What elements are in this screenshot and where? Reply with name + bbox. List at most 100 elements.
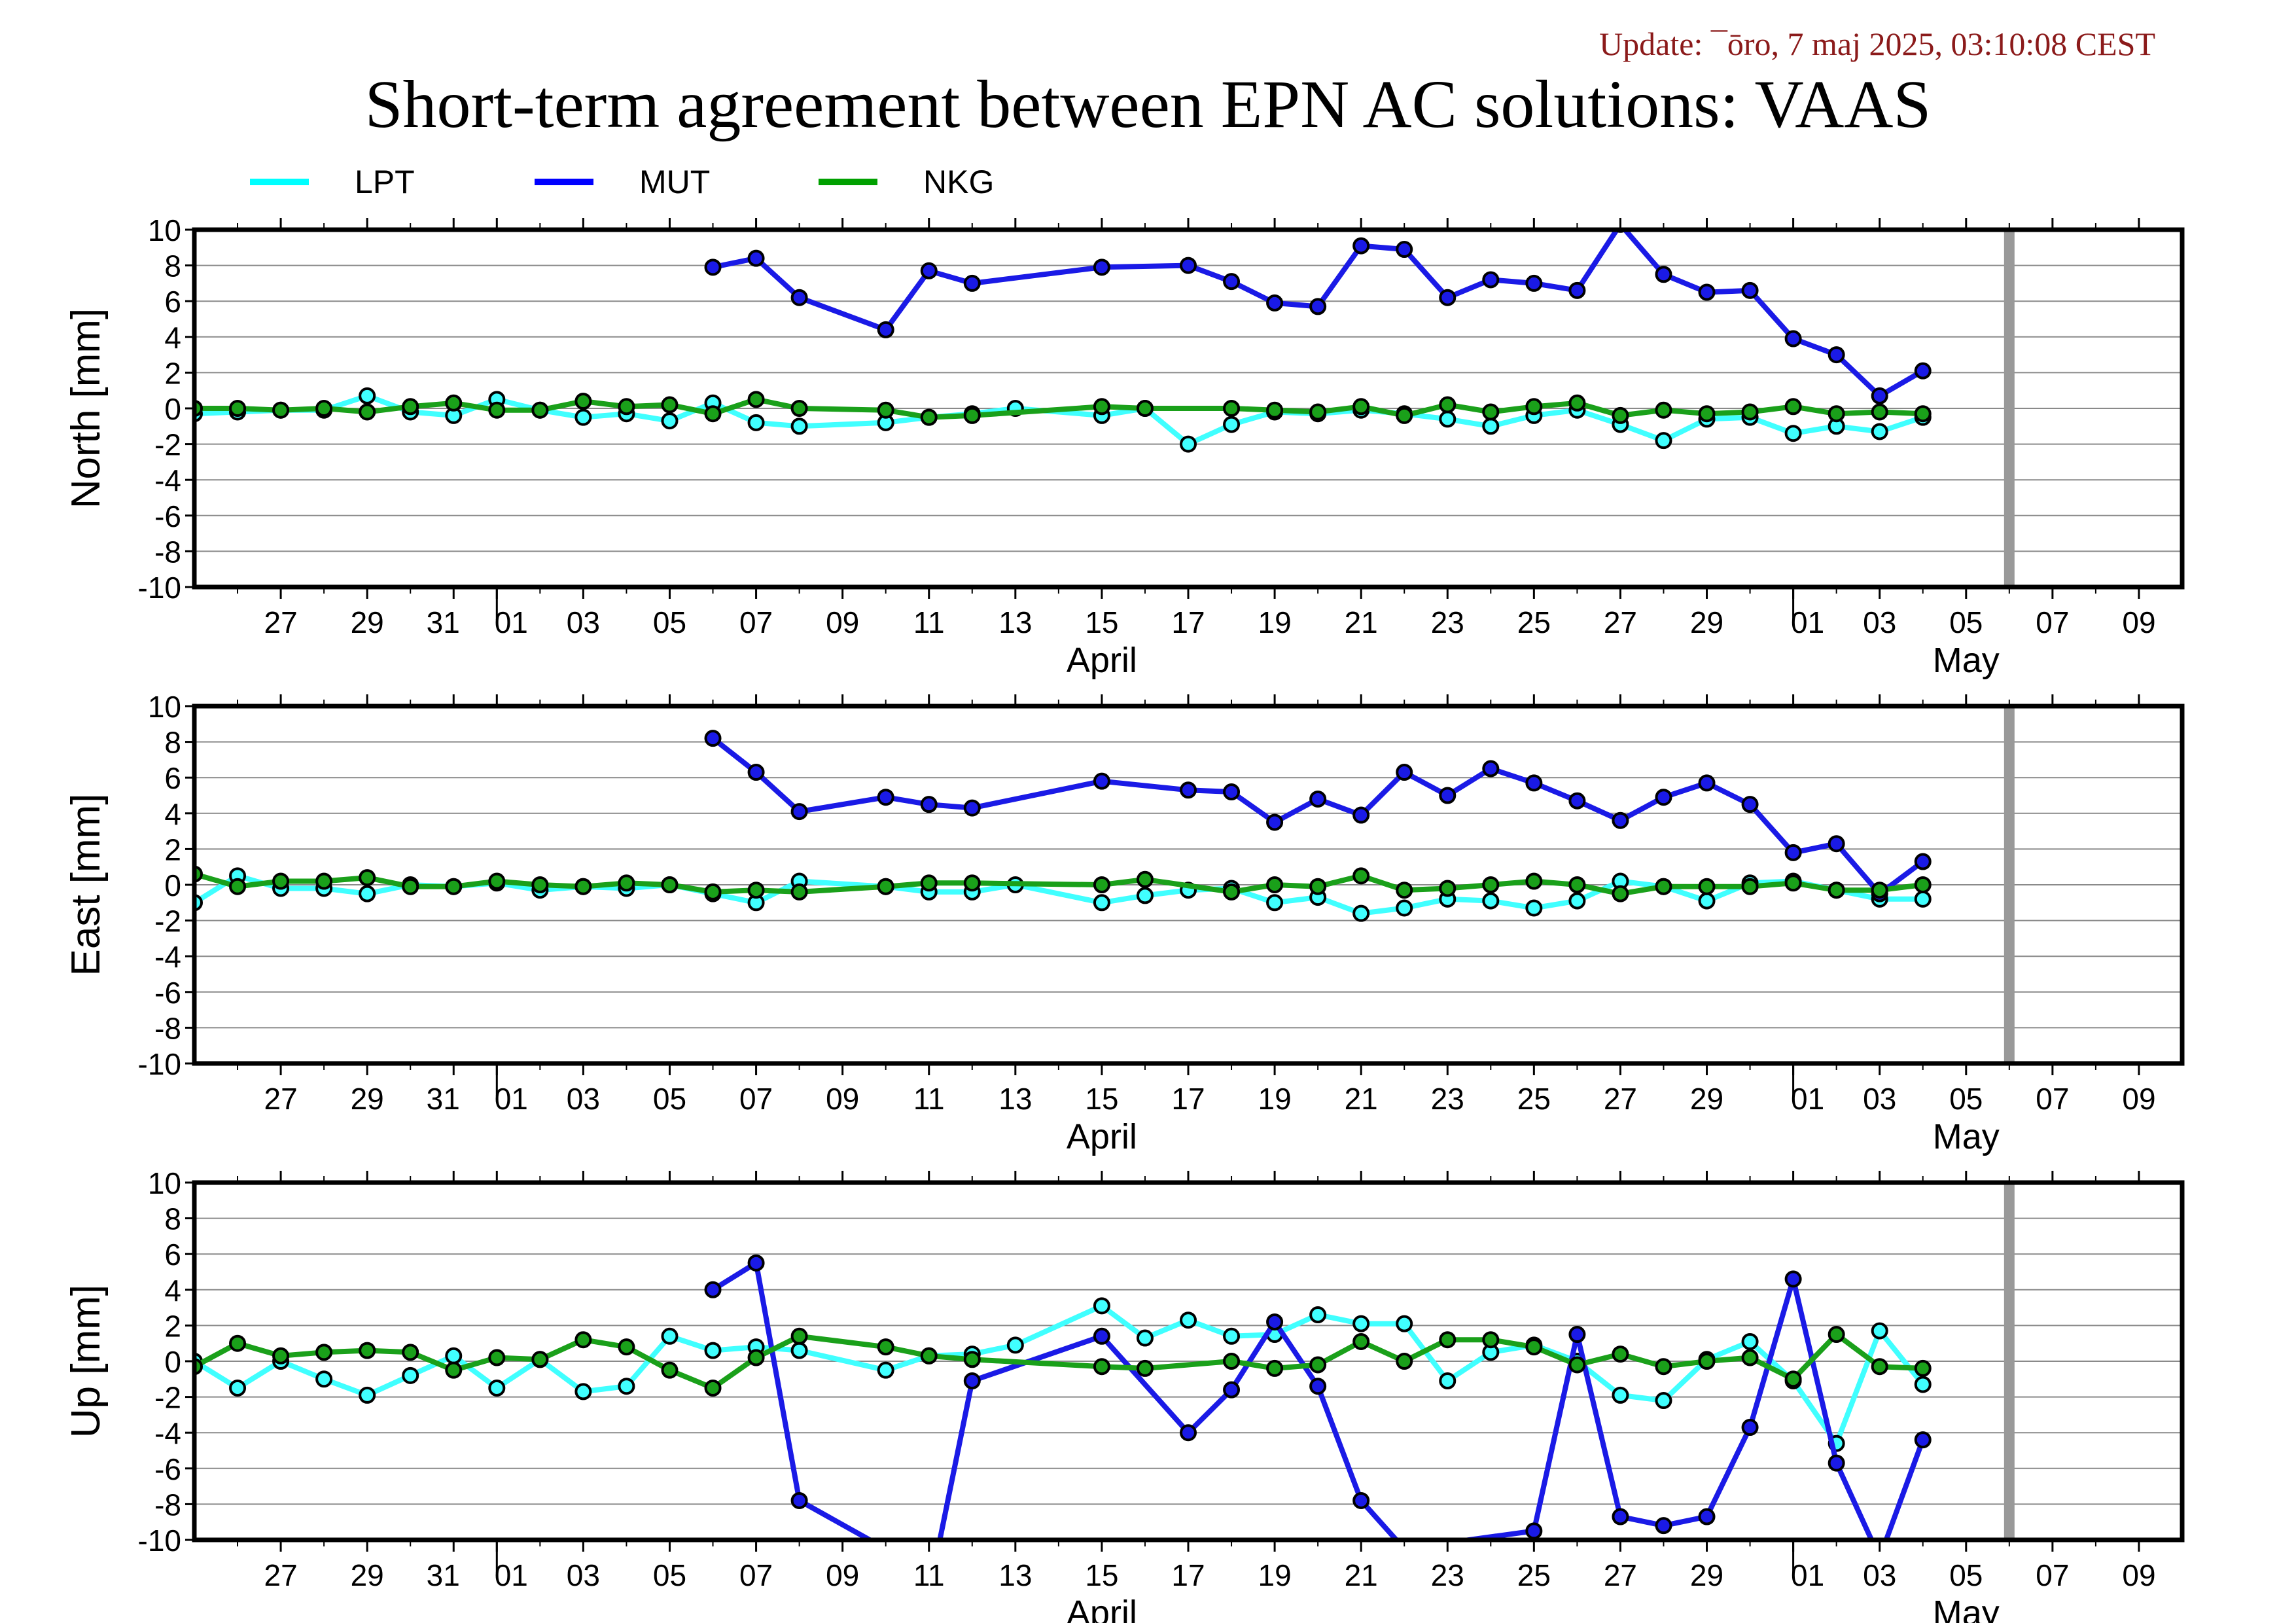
series-nkg-point: [1784, 874, 1802, 892]
series-nkg-point: [1784, 398, 1802, 416]
series-mut-point: [790, 1491, 808, 1509]
series-mut-point: [1784, 330, 1802, 348]
x-tick-label: 27: [264, 1558, 298, 1592]
series-nkg-point: [1612, 1346, 1629, 1363]
series-lpt-point: [1396, 1315, 1413, 1332]
x-tick-label: 09: [2122, 605, 2155, 639]
series-nkg-point: [1525, 398, 1543, 416]
series-nkg-point: [747, 1349, 765, 1366]
y-tick-label: 8: [164, 1202, 181, 1236]
legend-label-lpt: LPT: [355, 164, 415, 200]
series-nkg-point: [747, 391, 765, 408]
x-tick-label: 19: [1258, 1082, 1292, 1116]
series-mut-point: [1180, 257, 1197, 274]
series-nkg-point: [1352, 398, 1370, 416]
series-lpt-point: [1914, 890, 1932, 908]
series-nkg-point: [1439, 1331, 1457, 1349]
series-nkg-point: [1525, 1338, 1543, 1356]
plot-frame: [192, 1180, 2185, 1543]
x-tick-label: 27: [1604, 1558, 1637, 1592]
series-mut-point: [1352, 237, 1370, 255]
series-lpt-point: [1439, 410, 1457, 428]
series-lpt-point: [359, 1386, 376, 1404]
series-nkg-point: [359, 1342, 376, 1359]
series-lpt-point: [1568, 892, 1586, 910]
series-lpt-point: [1006, 1336, 1024, 1354]
series-nkg-point: [315, 1344, 333, 1361]
series-mut-point: [1093, 772, 1110, 790]
series-nkg-point: [272, 401, 290, 419]
series-mut-point: [963, 799, 981, 817]
series-lpt-point: [445, 1347, 463, 1364]
series-lpt-point: [1655, 432, 1672, 450]
series-lpt-point: [1309, 1306, 1327, 1324]
series-lpt-point: [877, 1361, 894, 1379]
x-tick-label: 01: [495, 1558, 528, 1592]
y-tick-label: 10: [148, 690, 181, 724]
series-nkg-point: [574, 878, 592, 895]
series-mut-point: [1266, 813, 1284, 831]
y-tick-label: 0: [164, 868, 181, 902]
series-mut-point: [877, 789, 894, 806]
current-date-marker: [2004, 1183, 2015, 1540]
x-tick-label: 21: [1345, 1082, 1378, 1116]
series-nkg-point: [1568, 876, 1586, 893]
plot-frame: [192, 704, 2185, 1066]
series-mut-point: [790, 803, 808, 821]
series-mut-point: [1396, 241, 1413, 259]
y-axis-label: North [mm]: [63, 308, 109, 509]
series-nkg-point: [1136, 870, 1154, 888]
series-mut-point: [1525, 1522, 1543, 1540]
series-lpt-point: [1525, 899, 1543, 917]
x-tick-label: 21: [1345, 605, 1378, 639]
y-tick-label: 4: [164, 1274, 181, 1308]
x-tick-label: 03: [1863, 1558, 1896, 1592]
y-tick-label: 6: [164, 1238, 181, 1272]
series-mut-point: [1525, 274, 1543, 292]
series-nkg-point: [1223, 400, 1241, 417]
month-label: April: [1067, 1117, 1137, 1156]
y-tick-label: 10: [148, 213, 181, 247]
y-tick-label: 10: [148, 1166, 181, 1200]
series-nkg-point: [963, 874, 981, 892]
x-tick-label: 05: [1949, 1082, 1983, 1116]
x-tick-label: 13: [998, 1082, 1032, 1116]
y-tick-label: 6: [164, 761, 181, 795]
series-nkg-point: [1482, 1331, 1500, 1349]
series-mut-point: [747, 249, 765, 267]
series-nkg-point: [1136, 1359, 1154, 1377]
series-nkg-point: [488, 401, 506, 419]
series-mut-point: [1914, 853, 1932, 870]
series-nkg-point: [402, 878, 419, 895]
series-nkg-point: [1396, 406, 1413, 424]
x-tick-label: 11: [913, 1082, 945, 1116]
series-lpt-point: [1223, 416, 1241, 433]
series-nkg-point: [574, 1331, 592, 1349]
series-lpt-point: [1612, 1386, 1629, 1404]
series-nkg-point: [1741, 1349, 1759, 1366]
series-layer: [194, 730, 1932, 922]
x-tick-label: 05: [653, 605, 686, 639]
series-nkg-point: [618, 1338, 635, 1356]
series-mut-point: [1914, 362, 1932, 380]
series-nkg-point: [402, 1344, 419, 1361]
legend-item-mut: MUT: [535, 164, 710, 200]
series-layer: [194, 1254, 1932, 1540]
x-tick-label: 13: [998, 605, 1032, 639]
series-lpt-point: [574, 1383, 592, 1400]
series-lpt-point: [1871, 423, 1888, 440]
series-lpt-point: [1180, 435, 1197, 453]
series-nkg-point: [1093, 1358, 1110, 1376]
series-mut-point: [1223, 273, 1241, 291]
series-mut-point: [1180, 781, 1197, 799]
series-mut-point: [704, 730, 722, 747]
y-tick-label: 6: [164, 285, 181, 319]
series-nkg-point: [1396, 882, 1413, 899]
month-label: April: [1067, 1594, 1137, 1623]
x-tick-label: 31: [427, 1082, 460, 1116]
plot-frame: [192, 227, 2185, 590]
series-mut-point: [1741, 796, 1759, 813]
x-tick-label: 23: [1431, 1082, 1464, 1116]
series-mut-point: [1352, 806, 1370, 824]
